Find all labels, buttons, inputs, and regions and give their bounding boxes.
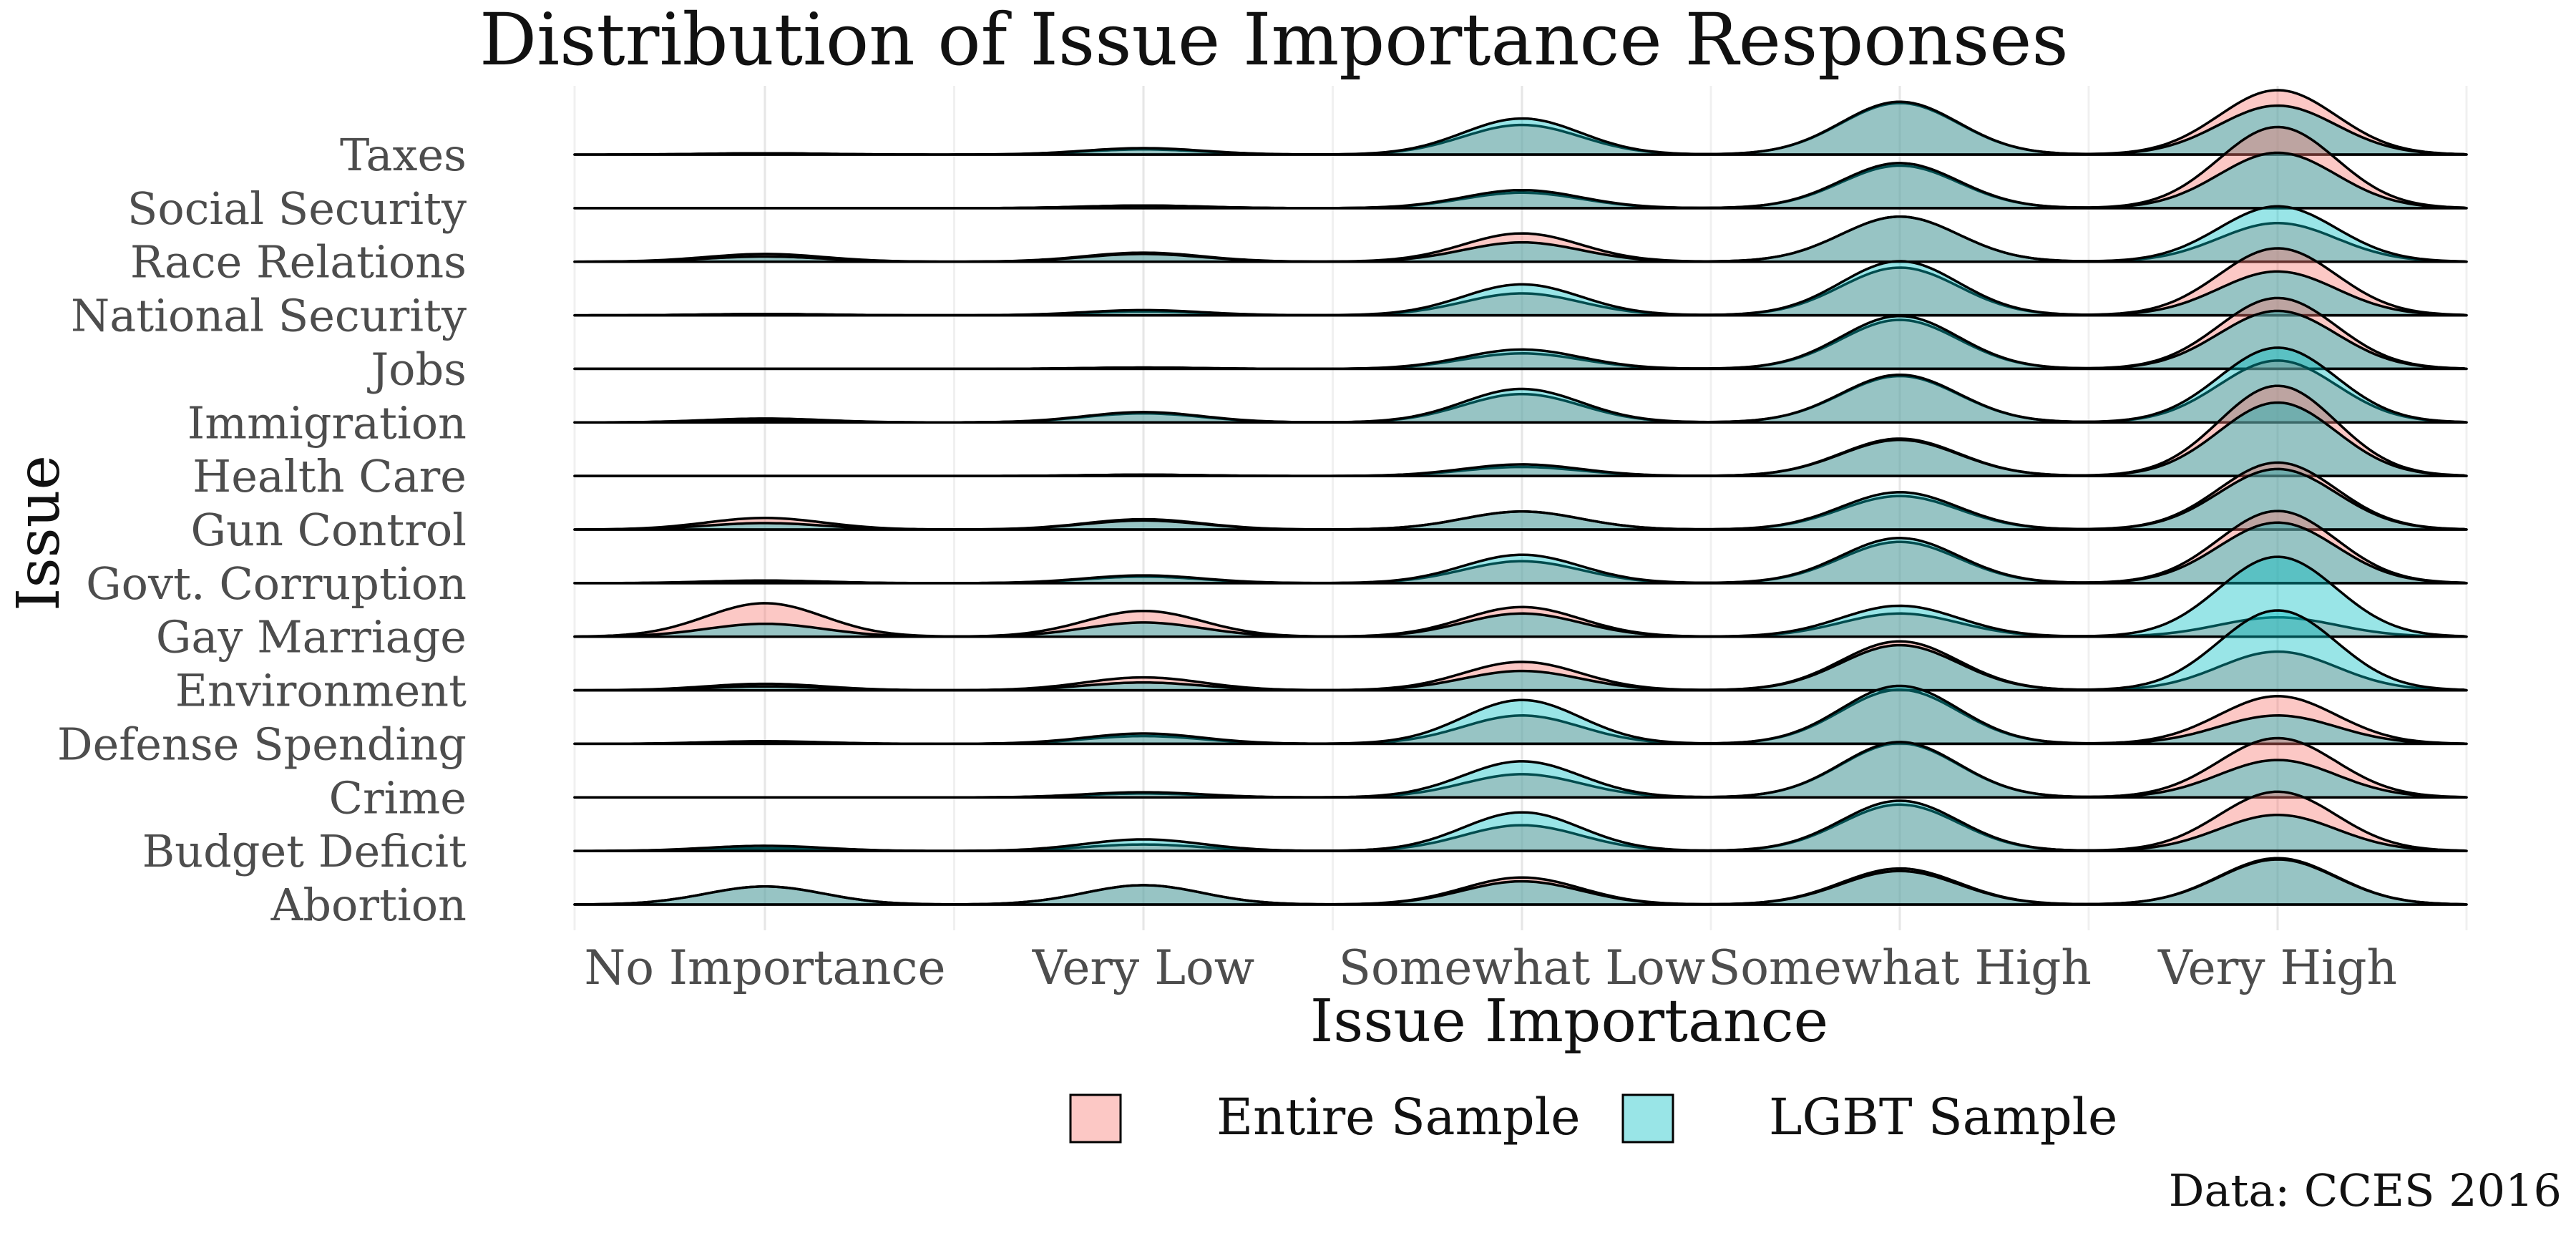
ridge-lgbt-9: [573, 555, 2468, 638]
legend-swatch-entire-sample: [1069, 1093, 1122, 1144]
ridge-lgbt-12: [573, 741, 2468, 799]
legend: Entire Sample LGBT Sample: [1069, 1088, 2117, 1146]
issue-label: Abortion: [270, 879, 467, 931]
issue-label: Govt. Corruption: [86, 557, 467, 610]
grid-layer: [573, 86, 2468, 930]
issue-label: Social Security: [127, 182, 467, 235]
issue-label: Budget Deficit: [142, 825, 467, 877]
issue-label: Jobs: [366, 343, 467, 395]
caption: Data: CCES 2016: [2169, 1164, 2562, 1217]
ridge-entire-9: [573, 602, 2468, 638]
x-tick-label: Somewhat High: [1708, 940, 2092, 995]
ridge-layer: [573, 89, 2468, 906]
ridge-lgbt-4: [573, 309, 2468, 371]
ridge-lgbt-11: [573, 684, 2468, 746]
ridge-lgbt-14: [573, 858, 2468, 906]
ridge-lgbt-7: [573, 467, 2468, 531]
chart-title: Distribution of Issue Importance Respons…: [479, 0, 2069, 82]
y-axis-title: Issue: [5, 455, 73, 611]
x-tick-labels: No Importance Very Low Somewhat Low Somewha…: [584, 940, 2396, 995]
x-tick-label: No Importance: [584, 940, 945, 995]
ridge-lgbt-1: [573, 151, 2468, 210]
issue-label: Immigration: [187, 396, 467, 449]
issue-label: Environment: [175, 665, 467, 717]
ridge-lgbt-8: [573, 521, 2468, 585]
x-tick-label: Very Low: [1032, 940, 1255, 995]
legend-swatch-lgbt-sample: [1621, 1093, 1674, 1144]
ridge-lgbt-0: [573, 100, 2468, 156]
issue-label: Defense Spending: [57, 718, 467, 770]
ridge-lgbt-3: [573, 260, 2468, 317]
legend-label-lgbt-sample: LGBT Sample: [1769, 1088, 2117, 1146]
issue-label: Gay Marriage: [156, 611, 467, 663]
issue-label: Health Care: [192, 450, 467, 502]
ridge-lgbt-13: [573, 799, 2468, 852]
x-axis-title: Issue Importance: [1310, 988, 1828, 1056]
issue-label: National Security: [71, 290, 467, 342]
issue-label: Taxes: [340, 129, 467, 181]
issue-label: Gun Control: [190, 504, 467, 556]
legend-label-entire-sample: Entire Sample: [1216, 1088, 1581, 1146]
x-tick-label: Very High: [2157, 940, 2397, 995]
issue-label: Race Relations: [130, 236, 467, 288]
x-tick-label: Somewhat Low: [1339, 940, 1706, 995]
issue-label: Crime: [329, 771, 467, 824]
